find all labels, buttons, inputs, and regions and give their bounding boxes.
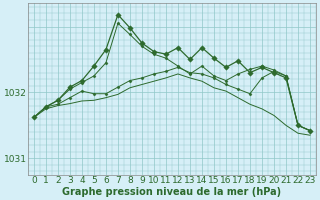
X-axis label: Graphe pression niveau de la mer (hPa): Graphe pression niveau de la mer (hPa) (62, 187, 282, 197)
